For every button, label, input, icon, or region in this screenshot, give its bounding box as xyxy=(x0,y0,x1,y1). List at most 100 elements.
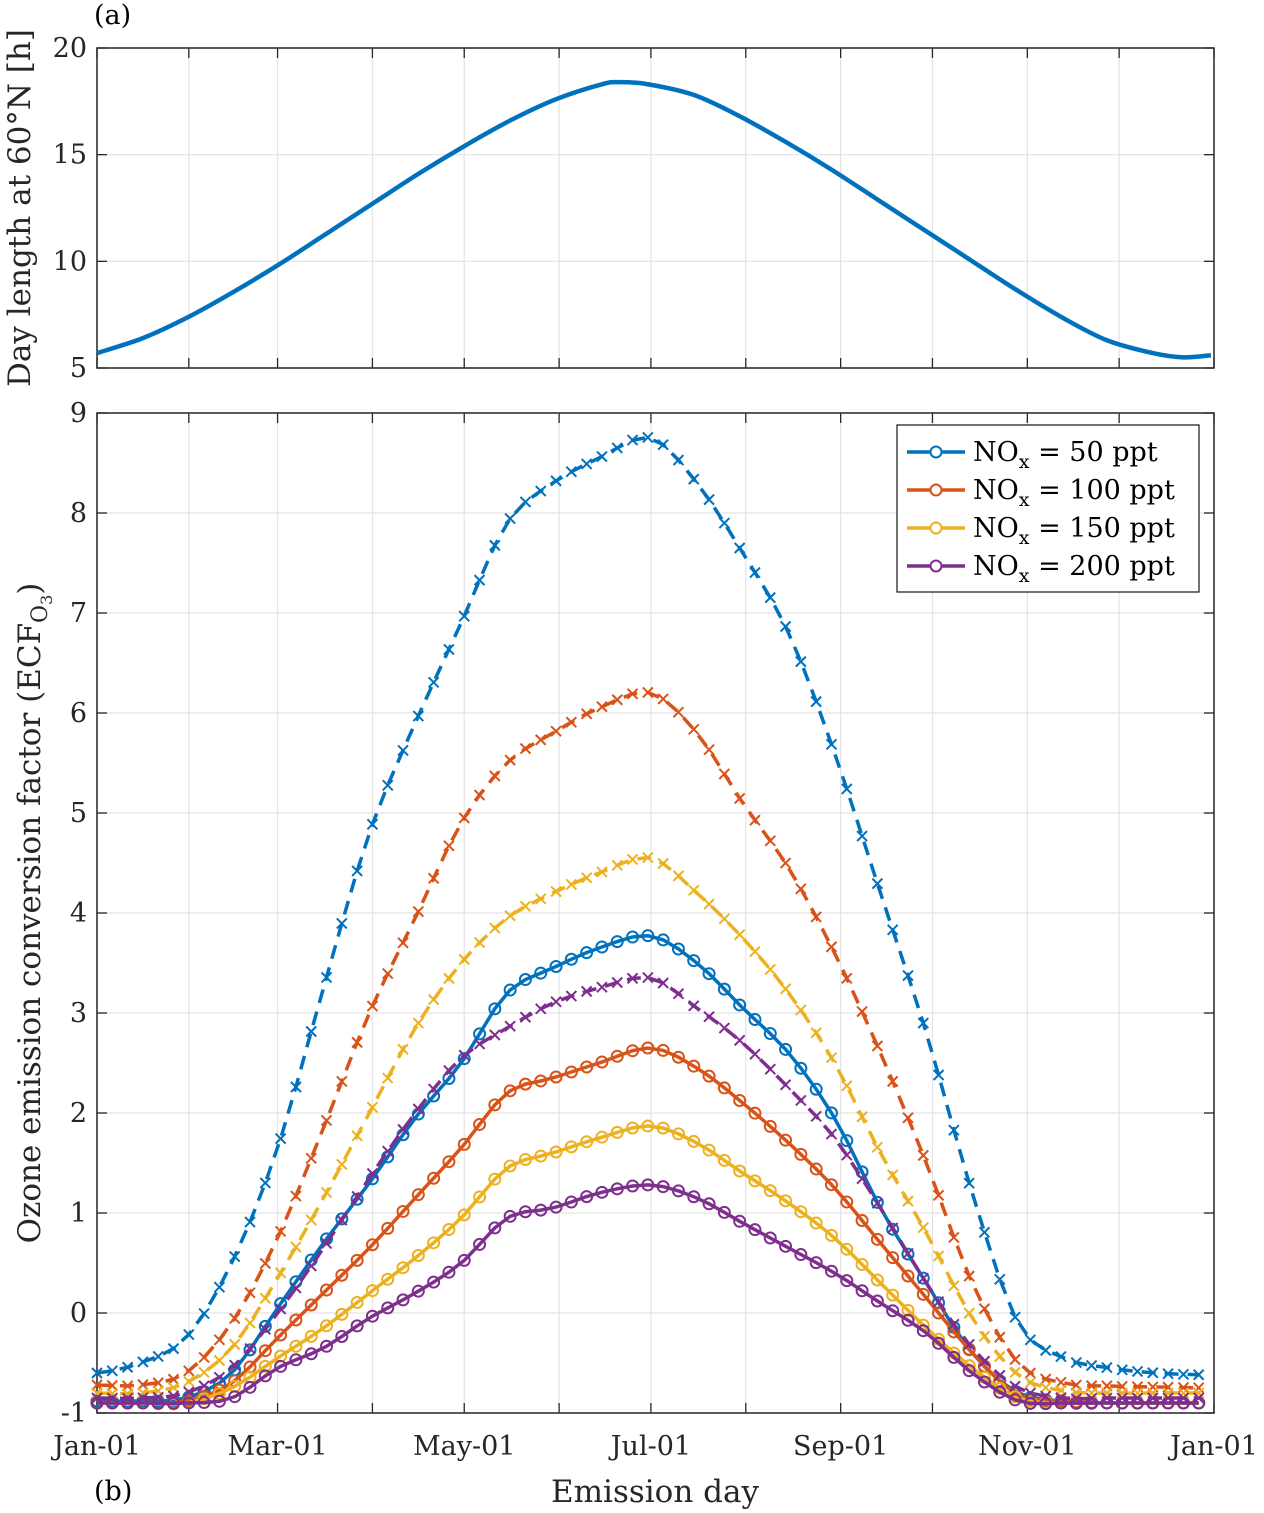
panel-b-tick-labels: -1 0 1 2 3 4 5 6 7 8 9 Jan-01 Mar-01 May-01 Jul-01 Sep-… xyxy=(50,398,1258,1462)
cross-marker xyxy=(458,1049,470,1061)
cross-marker xyxy=(841,972,853,985)
circle-marker xyxy=(534,966,548,980)
legend-entry-label: NOx = 150 ppt xyxy=(973,513,1175,549)
cross-marker xyxy=(764,591,776,604)
circle-marker xyxy=(717,1081,731,1095)
series-nox-200-ppt-solid-circle xyxy=(90,1178,1206,1411)
cross-marker xyxy=(1024,1367,1037,1379)
cross-marker xyxy=(580,708,593,720)
cross-marker xyxy=(1131,1392,1144,1404)
cross-marker xyxy=(871,1040,884,1052)
circle-marker xyxy=(733,1214,747,1228)
circle-marker xyxy=(656,933,670,947)
cross-marker xyxy=(1055,1391,1067,1404)
circle-marker xyxy=(304,1329,318,1343)
cross-marker xyxy=(535,734,547,746)
circle-marker xyxy=(212,1386,226,1400)
panel-b-y-tick-label: 8 xyxy=(70,498,87,529)
cross-marker xyxy=(1162,1367,1174,1380)
circle-marker xyxy=(824,1264,838,1278)
cross-marker xyxy=(963,1270,975,1282)
cross-marker xyxy=(672,454,685,466)
cross-marker xyxy=(259,1292,272,1305)
cross-marker xyxy=(320,1186,333,1199)
cross-marker xyxy=(856,830,868,842)
circle-marker xyxy=(381,1272,395,1286)
cross-marker xyxy=(657,438,669,451)
circle-marker xyxy=(289,1339,303,1353)
cross-marker xyxy=(1085,1392,1098,1405)
circle-marker xyxy=(824,1106,838,1120)
panel-b-x-tick-label: May-01 xyxy=(413,1431,515,1462)
circle-marker xyxy=(564,1195,578,1209)
circle-marker xyxy=(365,1284,379,1298)
cross-marker xyxy=(550,995,562,1008)
panel-b-y-tick-label: -1 xyxy=(61,1398,87,1429)
cross-marker xyxy=(458,953,470,966)
cross-marker xyxy=(473,789,486,801)
circle-marker xyxy=(886,1304,900,1318)
circle-marker xyxy=(870,1294,884,1308)
circle-marker xyxy=(350,1253,364,1267)
circle-marker xyxy=(427,1275,441,1289)
cross-marker xyxy=(458,610,470,622)
legend-entry-suffix: = 50 ppt xyxy=(1029,437,1157,468)
cross-marker xyxy=(764,835,776,847)
circle-marker xyxy=(457,1137,471,1151)
cross-marker xyxy=(948,1318,960,1330)
cross-marker xyxy=(657,857,669,870)
legend-entry-suffix: = 200 ppt xyxy=(1029,551,1174,582)
cross-marker xyxy=(489,770,501,782)
circle-marker xyxy=(243,1343,257,1357)
circle-marker xyxy=(427,1236,441,1250)
circle-marker xyxy=(580,1135,594,1149)
circle-marker xyxy=(488,1098,502,1112)
circle-marker xyxy=(534,1074,548,1088)
cross-marker xyxy=(504,754,516,766)
panel-a-tick-labels: 5 10 15 20 xyxy=(53,33,87,384)
circle-marker xyxy=(381,1221,395,1235)
circle-marker xyxy=(167,1396,181,1410)
circle-marker xyxy=(396,1293,410,1307)
circle-marker xyxy=(1039,1397,1053,1411)
cross-marker xyxy=(137,1386,149,1399)
circle-marker xyxy=(993,1385,1007,1399)
cross-marker xyxy=(718,768,731,780)
circle-marker xyxy=(962,1364,976,1378)
series-nox-50-ppt-solid-circle xyxy=(90,929,1206,1410)
cross-marker xyxy=(841,1080,853,1092)
cross-marker xyxy=(810,911,822,923)
cross-marker xyxy=(810,1027,822,1039)
cross-marker xyxy=(1024,1376,1037,1389)
panel-b-label: (b) xyxy=(94,1476,132,1507)
cross-marker xyxy=(412,1017,425,1029)
panel-b-ecf-chart: -1 0 1 2 3 4 5 6 7 8 9 Jan-01 Mar-01 May-01 Jul-01 Sep-… xyxy=(12,398,1258,1510)
circle-marker xyxy=(411,1284,425,1298)
cross-marker xyxy=(382,967,394,980)
circle-marker xyxy=(870,1232,884,1246)
cross-marker xyxy=(565,990,578,1002)
panel-a-y-tick-label: 10 xyxy=(53,246,87,277)
circle-marker xyxy=(794,1061,808,1075)
cross-marker xyxy=(703,1011,715,1023)
circle-marker xyxy=(763,1184,777,1198)
cross-marker xyxy=(886,924,899,936)
circle-marker xyxy=(503,1209,517,1223)
cross-marker xyxy=(1039,1381,1052,1394)
cross-marker xyxy=(596,981,608,993)
cross-marker xyxy=(795,1094,807,1107)
cross-marker xyxy=(932,1189,945,1202)
circle-marker xyxy=(702,1197,716,1211)
circle-marker xyxy=(794,1147,808,1161)
circle-marker xyxy=(794,1248,808,1262)
cross-marker xyxy=(749,1048,761,1060)
cross-marker xyxy=(1162,1392,1174,1404)
circle-marker xyxy=(886,1222,900,1236)
circle-marker xyxy=(580,1190,594,1204)
cross-marker xyxy=(1039,1344,1052,1357)
cross-marker xyxy=(213,1281,226,1293)
circle-marker xyxy=(641,1119,655,1133)
panel-a-label: (a) xyxy=(94,0,131,31)
circle-marker xyxy=(518,1152,532,1166)
circle-marker xyxy=(763,1119,777,1133)
